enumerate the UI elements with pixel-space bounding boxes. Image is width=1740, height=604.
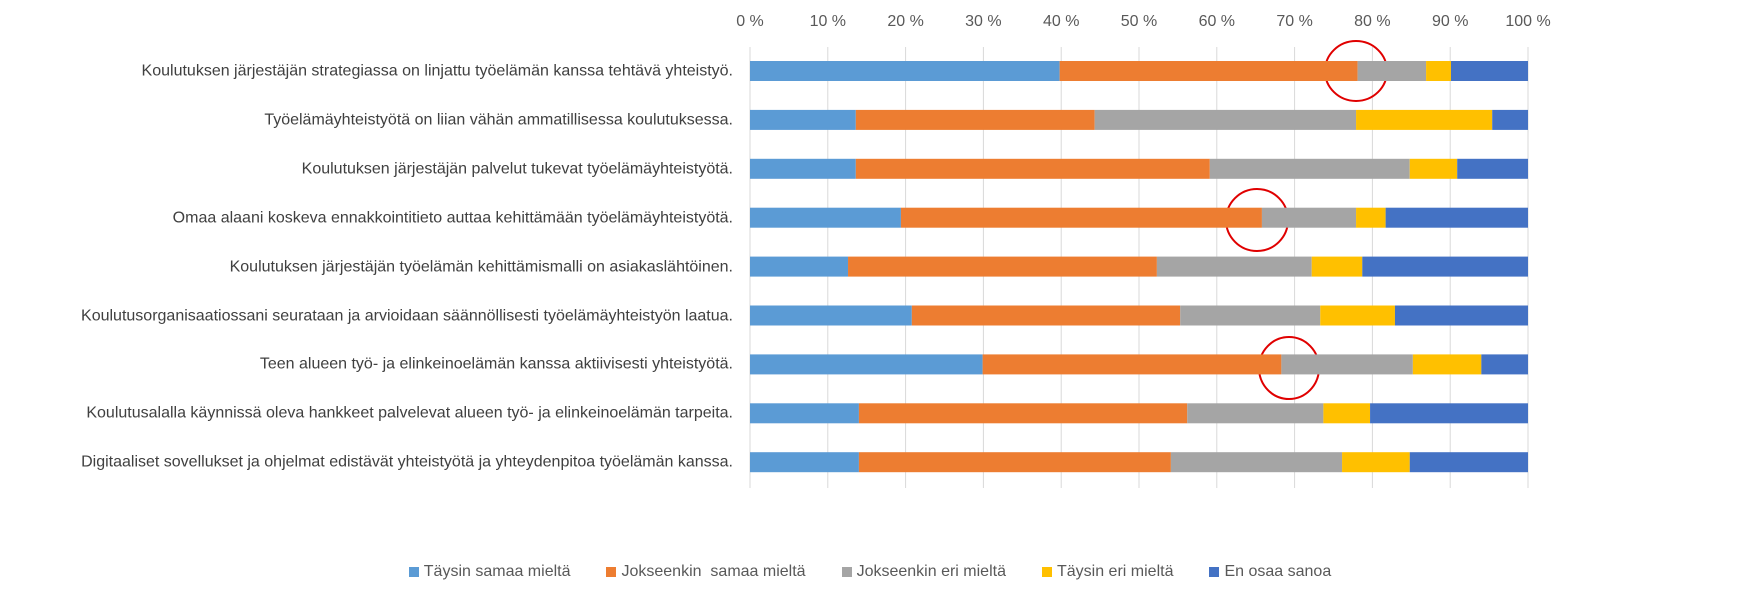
bar-segment [1342,452,1410,473]
category-text: Omaa alaani koskeva ennakkointitieto aut… [172,209,733,227]
bar-segment [1356,109,1493,130]
category-label: Digitaaliset sovellukset ja ohjelmat edi… [0,453,733,472]
legend-label: Täysin samaa mieltä [423,563,571,580]
bar-segment [858,403,1188,424]
bar-segment [750,452,859,473]
bar-segment [911,305,1181,326]
bar-segment [1261,207,1357,228]
category-text: Koulutusalalla käynnissä oleva hankkeet … [86,404,733,422]
bar-segment [1450,61,1528,81]
x-tick-label: 10 % [810,13,846,30]
bar-segment [1409,158,1458,179]
bar-segment [750,354,983,375]
legend-item: Täysin eri mieltä [1041,563,1174,581]
category-text: Digitaaliset sovellukset ja ohjelmat edi… [81,453,733,471]
legend-swatch [606,567,617,577]
bar-segment [1457,158,1528,179]
legend-item: Jokseenkin eri mieltä [841,563,1006,581]
category-label: Omaa alaani koskeva ennakkointitieto aut… [0,208,733,227]
legend-item: En osaa sanoa [1209,563,1331,581]
category-label: Koulutuksen järjestäjän strategiassa on … [0,62,733,81]
legend-swatch [841,567,852,577]
bar-segment [858,452,1171,473]
bar-segment [1180,305,1321,326]
category-label: Koulutusalalla käynnissä oleva hankkeet … [0,404,733,423]
x-tick-label: 80 % [1354,13,1390,30]
bar-segment [1492,109,1528,130]
bar-segment [1323,403,1371,424]
legend-label: Täysin eri mieltä [1056,563,1174,580]
bar-segment [1357,61,1427,81]
bar-segment [1385,207,1528,228]
category-label: Teen alueen työ- ja elinkeinoelämän kans… [0,355,733,374]
x-tick-label: 30 % [965,13,1001,30]
bar-segment [1311,256,1363,277]
bar-segment [1356,207,1386,228]
legend-item: Täysin samaa mieltä [408,563,571,581]
bar-segment [1409,452,1528,473]
bar-segment [982,354,1282,375]
x-tick-label: 100 % [1505,13,1550,30]
legend: Täysin samaa mieltä Jokseenkin samaa miel… [0,563,1740,581]
bar-segment [1187,403,1324,424]
bar-segment [1094,109,1357,130]
legend-swatch [1209,567,1220,577]
category-text: Teen alueen työ- ja elinkeinoelämän kans… [259,355,733,373]
bar-segment [1426,61,1451,81]
bar-segment [1412,354,1482,375]
bar-segment [1370,403,1528,424]
category-label: Koulutusorganisaatiossani seurataan ja a… [0,306,733,325]
bar-segment [750,109,856,130]
bar-segment [1281,354,1413,375]
category-text: Koulutusorganisaatiossani seurataan ja a… [81,307,733,324]
bar-segment [1170,452,1343,473]
bar-segment [1481,354,1528,375]
category-text: Koulutuksen järjestäjän palvelut tukevat… [301,160,733,178]
bar-segment [1362,256,1528,277]
category-label: Työelämäyhteistyötä on liian vähän ammat… [0,110,733,129]
category-label: Koulutuksen järjestäjän työelämän kehitt… [0,257,733,276]
bar-segment [855,109,1095,130]
bar-segment [900,207,1262,228]
category-text: Koulutuksen järjestäjän strategiassa on … [141,62,733,80]
x-tick-label: 90 % [1432,13,1468,30]
bar-segment [750,305,912,326]
x-tick-label: 20 % [887,13,923,30]
category-text: Työelämäyhteistyötä on liian vähän ammat… [264,111,733,129]
bar-segment [1209,158,1410,179]
bar-segment [1059,61,1358,81]
bar-segment [1320,305,1395,326]
bar-segment [750,207,901,228]
bar-segment [1394,305,1528,326]
bar-segment [750,158,856,179]
category-label: Koulutuksen järjestäjän palvelut tukevat… [0,159,733,178]
x-tick-label: 40 % [1043,13,1079,30]
bar-segment [855,158,1210,179]
bar-segment [1156,256,1312,277]
legend-swatch [408,567,419,577]
bar-segment [750,256,849,277]
legend-label: Jokseenkin eri mieltä [856,563,1006,580]
bar-segment [750,403,859,424]
legend-item: Jokseenkin samaa mieltä [606,563,806,581]
legend-swatch [1041,567,1052,577]
legend-label: En osaa sanoa [1224,563,1332,580]
x-tick-label: 50 % [1121,13,1157,30]
x-tick-label: 70 % [1276,13,1312,30]
x-tick-label: 60 % [1199,13,1235,30]
legend-label: Jokseenkin samaa mieltä [621,563,806,580]
x-tick-label: 0 % [736,13,764,30]
bar-segment [750,61,1060,81]
category-text: Koulutuksen järjestäjän työelämän kehitt… [229,258,733,276]
bar-segment [848,256,1157,277]
